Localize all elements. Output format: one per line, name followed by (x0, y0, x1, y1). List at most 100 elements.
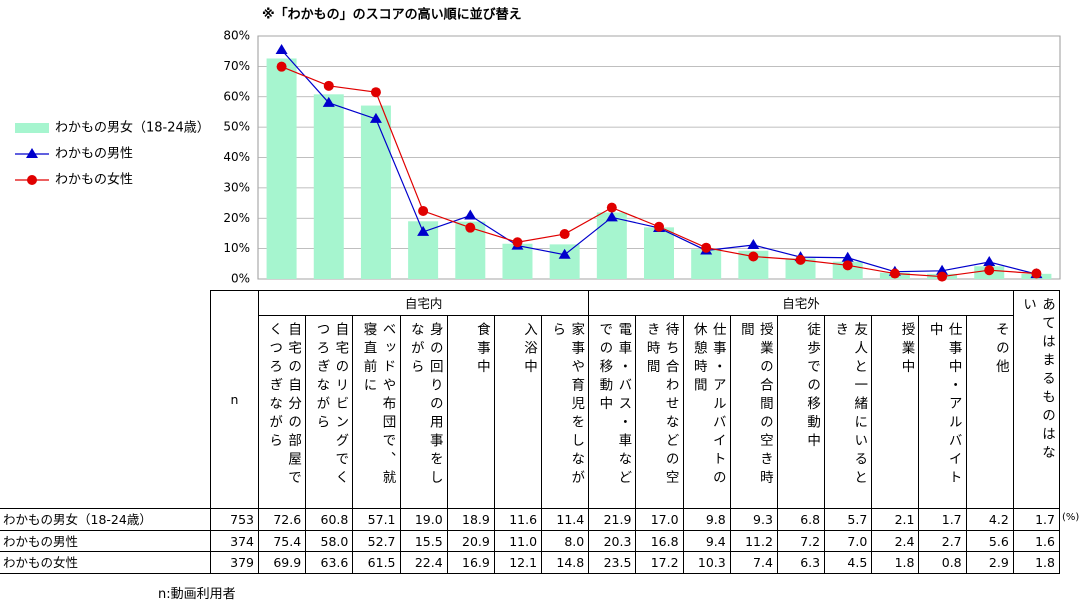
marker (559, 229, 570, 240)
marker (369, 112, 382, 123)
marker (984, 265, 995, 276)
n-value: 379 (210, 551, 258, 573)
y-tick-label: 40% (223, 150, 250, 164)
table-value: 9.4 (682, 529, 730, 551)
category-label: 徒歩での移動中 (804, 322, 821, 452)
marker (654, 221, 664, 232)
y-tick-label: 10% (223, 241, 250, 255)
table-value: 1.6 (1012, 529, 1060, 551)
y-tick-label: 50% (223, 120, 250, 134)
table-value: 12.1 (493, 551, 542, 573)
table-value: 58.0 (305, 529, 353, 551)
category-cell: 授業中 (871, 315, 919, 508)
table-value: 1.7 (1012, 508, 1060, 530)
y-tick-label: 30% (223, 180, 250, 194)
table-value: 16.8 (635, 529, 683, 551)
category-cell: 家事や育児をしながら (541, 315, 589, 508)
chart: ※「わかもの」のスコアの高い順に並び替え 0% 10% 20% 30% 40% 50% 60… (15, 7, 1061, 286)
marker (323, 80, 334, 91)
table-value: 2.4 (871, 529, 919, 551)
marker (748, 251, 759, 262)
table-value: 4.2 (965, 508, 1013, 530)
legend-swatch (26, 148, 38, 158)
marker (465, 222, 476, 233)
category-cell: 食事中 (446, 315, 494, 508)
category-label: 身の回りの用事をしながら (407, 322, 443, 489)
legend-label: わかもの男性 (55, 147, 133, 162)
marker (936, 264, 949, 275)
n-value: 374 (210, 529, 258, 551)
table-value: 11.2 (729, 529, 777, 551)
table-value: 72.6 (258, 508, 306, 530)
table-value: 2.9 (965, 551, 1013, 573)
n-value: 753 (210, 508, 258, 530)
marker (889, 268, 900, 279)
table-value: 2.7 (918, 529, 966, 551)
y-tick-label: 80% (223, 29, 250, 43)
y-tick-label: 20% (223, 211, 250, 225)
bar (596, 212, 627, 279)
bar (832, 261, 863, 279)
marker (558, 248, 571, 259)
group-header: 自宅外 (588, 290, 1013, 315)
marker (275, 43, 288, 54)
table-value: 15.5 (399, 529, 447, 551)
legend-swatch (15, 123, 49, 133)
legend-label: わかもの男女（18-24歳） (55, 120, 210, 136)
table-value: 20.3 (588, 529, 636, 551)
table-value: 11.6 (493, 508, 542, 530)
marker (937, 271, 948, 282)
table-value: 0.8 (918, 551, 966, 573)
table-value: 2.1 (871, 508, 919, 530)
bar (266, 58, 297, 279)
footnote: n:動画利用者 (158, 587, 236, 602)
table-value: 4.5 (824, 551, 872, 573)
table-value: 9.3 (729, 508, 777, 530)
table-value: 14.8 (541, 551, 589, 573)
category-cell: 待ち合わせなどの空き時間 (635, 315, 683, 508)
table-value: 60.8 (305, 508, 353, 530)
table-value: 5.6 (965, 529, 1013, 551)
bar (644, 227, 674, 279)
category-label: 授業中 (898, 322, 915, 378)
table-value: 63.6 (305, 551, 353, 573)
marker (1031, 268, 1042, 279)
category-cell: 自宅の自分の部屋でくつろぎながら (258, 315, 306, 508)
category-label: その他 (992, 322, 1009, 378)
y-tick-label: 60% (223, 89, 250, 103)
category-cell: ベッドや布団で、就寝直前に (352, 315, 400, 508)
row-label: わかもの男性 (0, 529, 210, 552)
chart-title: ※「わかもの」のスコアの高い順に並び替え (262, 7, 522, 23)
category-cell: 仕事・アルバイトの休憩時間 (682, 315, 730, 508)
bar (313, 94, 344, 279)
group-header: 自宅内 (258, 290, 589, 315)
table-value: 17.2 (635, 551, 683, 573)
category-label: あてはまるものはない (1019, 297, 1055, 464)
category-label: 自宅のリビングでくつろぎながら (313, 322, 349, 489)
category-label: 自宅の自分の部屋でくつろぎながら (266, 322, 302, 489)
category-label: 入浴中 (521, 322, 538, 378)
marker (605, 211, 618, 222)
table-value: 6.3 (776, 551, 825, 573)
marker (322, 96, 335, 107)
legend-label: わかもの女性 (55, 172, 133, 188)
category-cell: 身の回りの用事をしながら (399, 315, 447, 508)
table-value: 61.5 (352, 551, 400, 573)
marker (418, 205, 429, 216)
category-label: 友人と一緒にいるとき (832, 322, 868, 489)
table-value: 8.0 (541, 529, 589, 551)
table-value: 19.0 (399, 508, 447, 530)
marker (370, 87, 381, 98)
marker (464, 209, 477, 220)
row-label: わかもの男女（18-24歳） (0, 508, 210, 530)
marker (512, 237, 523, 248)
table-value: 7.4 (729, 551, 777, 573)
category-cell: 友人と一緒にいるとき (824, 315, 872, 508)
table-value: 57.1 (352, 508, 400, 530)
table-value: 52.7 (352, 529, 400, 551)
marker (795, 254, 806, 265)
unit-note: (%) (1062, 512, 1080, 523)
table-value: 11.4 (541, 508, 589, 530)
table-value: 21.9 (588, 508, 636, 530)
category-cell: 徒歩での移動中 (776, 315, 825, 508)
